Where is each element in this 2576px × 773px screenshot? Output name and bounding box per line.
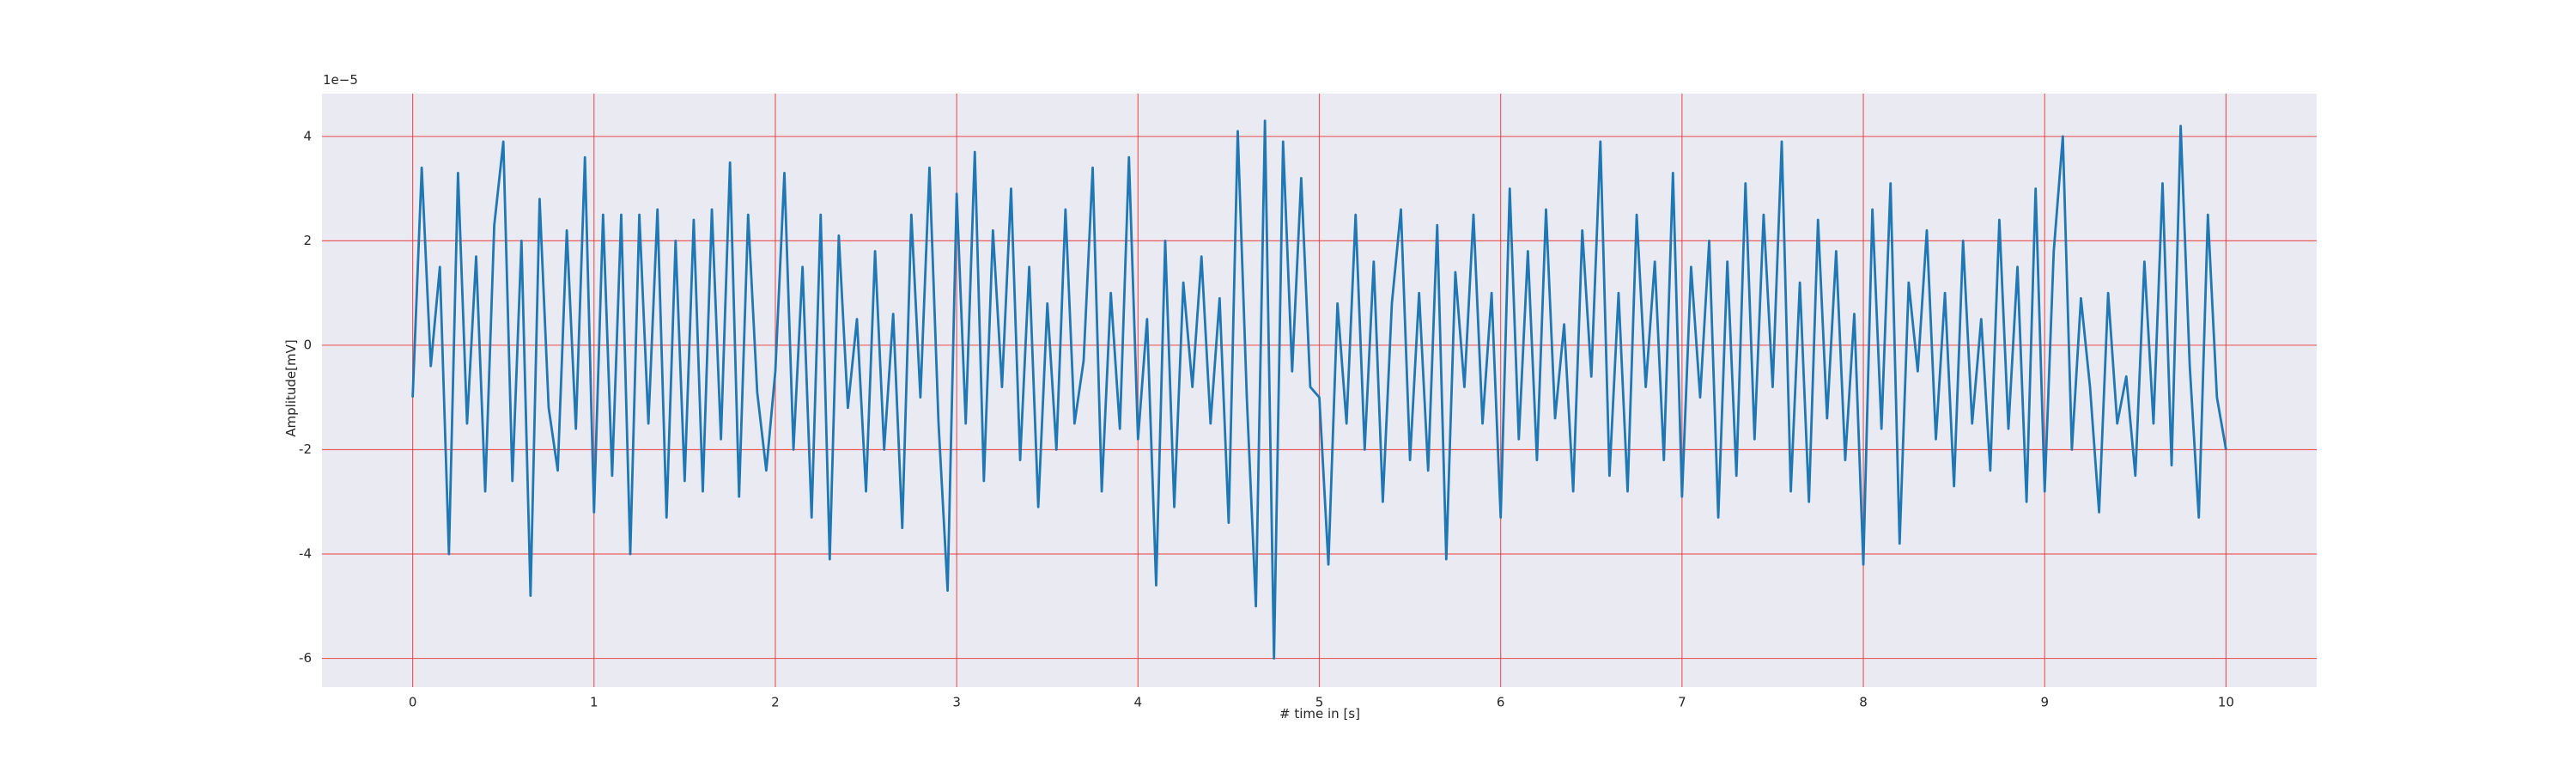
y-tick-label: -6 bbox=[299, 650, 312, 666]
y-tick-label: -2 bbox=[299, 441, 312, 457]
x-axis-label: # time in [s] bbox=[1279, 706, 1360, 721]
x-tick-label: 5 bbox=[1315, 695, 1324, 710]
x-tick-label: 9 bbox=[2040, 695, 2049, 710]
x-tick-label: 6 bbox=[1497, 695, 1505, 710]
y-tick-label: 0 bbox=[303, 337, 312, 352]
x-tick-label: 10 bbox=[2218, 695, 2234, 710]
x-tick-label: 4 bbox=[1134, 695, 1143, 710]
y-tick-label: 4 bbox=[303, 128, 312, 143]
x-tick-label: 0 bbox=[409, 695, 417, 710]
y-tick-label: 2 bbox=[303, 233, 312, 248]
x-tick-label: 8 bbox=[1859, 695, 1868, 710]
signal-line bbox=[411, 119, 2227, 660]
y-tick-label: -4 bbox=[299, 546, 312, 562]
x-tick-label: 7 bbox=[1678, 695, 1686, 710]
x-tick-label: 2 bbox=[771, 695, 780, 710]
x-tick-label: 3 bbox=[952, 695, 961, 710]
y-axis-label: Amplitude[mV] bbox=[283, 339, 299, 436]
lines bbox=[411, 119, 2227, 660]
y-offset-text: 1e−5 bbox=[323, 72, 358, 88]
x-tick-label: 1 bbox=[590, 695, 598, 710]
grid bbox=[322, 94, 2317, 687]
ticks: 0 1 2 3 4 5 6 7 8 9 10 -6 -4 -2 0 2 4 bbox=[299, 128, 2234, 709]
